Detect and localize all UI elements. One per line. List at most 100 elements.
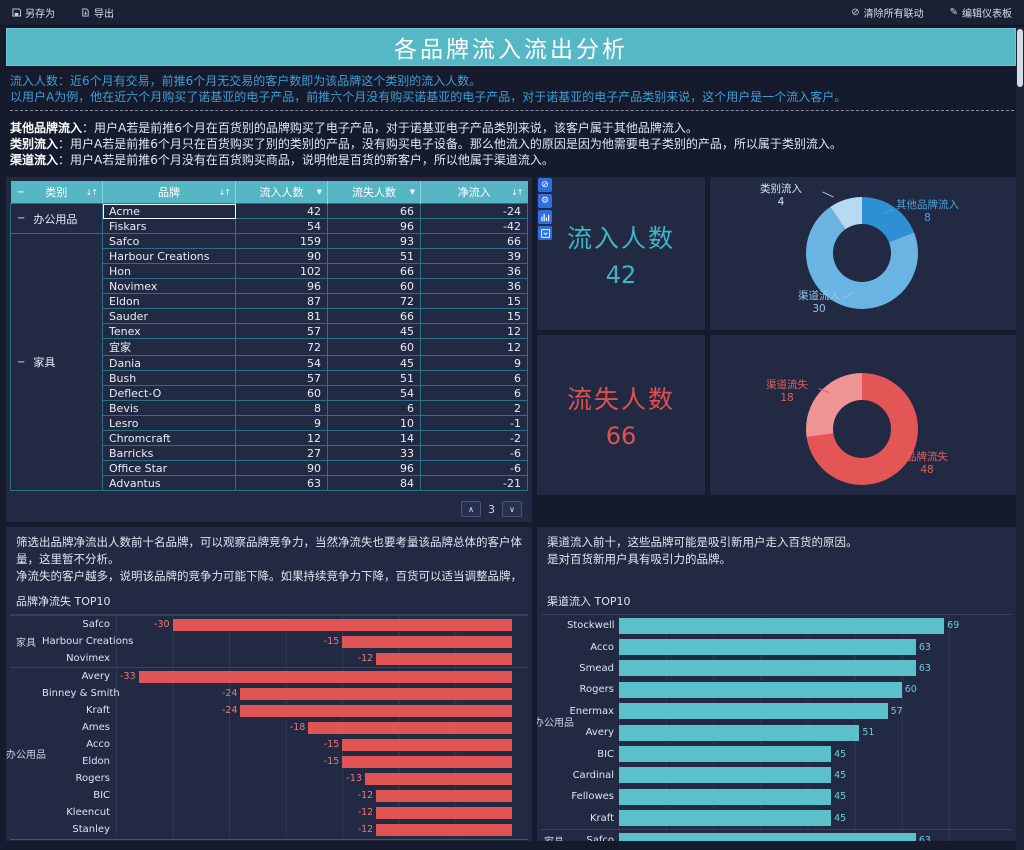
brand-cell[interactable]: Tenex bbox=[102, 323, 236, 339]
brand-cell[interactable]: Harbour Creations bbox=[102, 248, 236, 264]
edit-dashboard-button[interactable]: ✎ 编辑仪表板 bbox=[950, 5, 1012, 20]
brand-cell[interactable]: Dania bbox=[102, 355, 236, 371]
brand-cell[interactable]: Deflect-O bbox=[102, 385, 236, 401]
bar[interactable] bbox=[619, 617, 945, 634]
value-cell[interactable]: -24 bbox=[420, 203, 528, 219]
value-cell[interactable]: 45 bbox=[327, 323, 421, 339]
value-cell[interactable]: 51 bbox=[327, 248, 421, 264]
value-cell[interactable]: -2 bbox=[420, 430, 528, 446]
bar[interactable] bbox=[172, 618, 512, 631]
value-cell[interactable]: 8 bbox=[235, 400, 328, 416]
bar[interactable] bbox=[342, 738, 512, 751]
brand-cell[interactable]: Acme bbox=[102, 203, 236, 219]
bar[interactable] bbox=[376, 823, 512, 836]
brand-cell[interactable]: Barricks bbox=[102, 445, 236, 461]
brand-cell[interactable]: Lesro bbox=[102, 415, 236, 431]
value-cell[interactable]: 12 bbox=[420, 338, 528, 356]
value-cell[interactable]: -6 bbox=[420, 445, 528, 461]
value-cell[interactable]: 27 bbox=[235, 445, 328, 461]
value-cell[interactable]: 9 bbox=[235, 415, 328, 431]
collapse-all-icon[interactable]: − bbox=[16, 186, 25, 198]
value-cell[interactable]: -6 bbox=[420, 460, 528, 476]
sort-icon[interactable]: ↓↑ bbox=[85, 187, 98, 197]
value-cell[interactable]: 84 bbox=[327, 475, 421, 491]
value-cell[interactable]: 90 bbox=[235, 248, 328, 264]
bar[interactable] bbox=[619, 724, 860, 741]
brand-cell[interactable]: Fiskars bbox=[102, 218, 236, 234]
value-cell[interactable]: -21 bbox=[420, 475, 528, 491]
value-cell[interactable]: 63 bbox=[235, 475, 328, 491]
category-cell[interactable]: − 家具 bbox=[10, 233, 103, 491]
chart-type-button[interactable] bbox=[538, 210, 552, 224]
brand-cell[interactable]: Eldon bbox=[102, 293, 236, 309]
value-cell[interactable]: 57 bbox=[235, 323, 328, 339]
value-cell[interactable]: 96 bbox=[327, 460, 421, 476]
sort-icon[interactable]: ↓↑ bbox=[511, 187, 523, 197]
brand-cell[interactable]: Bush bbox=[102, 370, 236, 386]
bar[interactable] bbox=[619, 660, 916, 677]
bar[interactable] bbox=[619, 681, 902, 698]
export-button[interactable]: 导出 bbox=[81, 5, 114, 20]
value-cell[interactable]: 12 bbox=[235, 430, 328, 446]
value-cell[interactable]: 39 bbox=[420, 248, 528, 264]
value-cell[interactable]: 54 bbox=[235, 218, 328, 234]
brand-cell[interactable]: Novimex bbox=[102, 278, 236, 294]
brand-cell[interactable]: Office Star bbox=[102, 460, 236, 476]
value-cell[interactable]: 66 bbox=[327, 308, 421, 324]
column-header[interactable]: 品牌 ↓↑ bbox=[102, 181, 236, 204]
value-cell[interactable]: 36 bbox=[420, 278, 528, 294]
value-cell[interactable]: 51 bbox=[327, 370, 421, 386]
value-cell[interactable]: -42 bbox=[420, 218, 528, 234]
filter-icon[interactable]: ▼ bbox=[316, 188, 322, 196]
value-cell[interactable]: 45 bbox=[327, 355, 421, 371]
bar[interactable] bbox=[342, 635, 512, 648]
value-cell[interactable]: 66 bbox=[420, 233, 528, 249]
value-cell[interactable]: 66 bbox=[327, 203, 421, 219]
brand-cell[interactable]: Sauder bbox=[102, 308, 236, 324]
brand-cell[interactable]: Advantus bbox=[102, 475, 236, 491]
bar[interactable] bbox=[619, 788, 832, 805]
brand-cell[interactable]: Chromcraft bbox=[102, 430, 236, 446]
inflow-donut-chart[interactable] bbox=[806, 197, 918, 309]
value-cell[interactable]: 15 bbox=[420, 308, 528, 324]
value-cell[interactable]: 6 bbox=[327, 400, 421, 416]
bar[interactable] bbox=[376, 806, 512, 819]
value-cell[interactable]: 96 bbox=[235, 278, 328, 294]
value-cell[interactable]: 9 bbox=[420, 355, 528, 371]
value-cell[interactable]: 57 bbox=[235, 370, 328, 386]
column-header[interactable]: − 类别 ↓↑ bbox=[10, 181, 103, 204]
outflow-donut-chart[interactable] bbox=[806, 373, 918, 485]
bar[interactable] bbox=[619, 832, 916, 841]
value-cell[interactable]: 66 bbox=[327, 263, 421, 279]
value-cell[interactable]: -1 bbox=[420, 415, 528, 431]
bar[interactable] bbox=[308, 721, 512, 734]
bar[interactable] bbox=[619, 810, 832, 827]
value-cell[interactable]: 12 bbox=[420, 323, 528, 339]
value-cell[interactable]: 15 bbox=[420, 293, 528, 309]
value-cell[interactable]: 33 bbox=[327, 445, 421, 461]
category-cell[interactable]: − 办公用品 bbox=[10, 203, 103, 234]
value-cell[interactable]: 93 bbox=[327, 233, 421, 249]
bar[interactable] bbox=[619, 767, 832, 784]
brand-cell[interactable]: Hon bbox=[102, 263, 236, 279]
bar[interactable] bbox=[342, 755, 512, 768]
filter-icon[interactable]: ▼ bbox=[409, 188, 415, 196]
value-cell[interactable]: 60 bbox=[327, 338, 421, 356]
value-cell[interactable]: 36 bbox=[420, 263, 528, 279]
collapse-group-icon[interactable]: − bbox=[17, 213, 26, 224]
value-cell[interactable]: 96 bbox=[327, 218, 421, 234]
value-cell[interactable]: 72 bbox=[327, 293, 421, 309]
value-cell[interactable]: 159 bbox=[235, 233, 328, 249]
value-cell[interactable]: 81 bbox=[235, 308, 328, 324]
page-scrollbar[interactable] bbox=[1016, 27, 1024, 850]
bar[interactable] bbox=[619, 703, 888, 720]
page-up-button[interactable]: ∧ bbox=[461, 501, 481, 517]
bar[interactable] bbox=[240, 704, 512, 717]
save-as-button[interactable]: 另存为 bbox=[12, 5, 55, 20]
page-down-button[interactable]: ∨ bbox=[502, 501, 522, 517]
collapse-group-icon[interactable]: − bbox=[17, 356, 26, 368]
column-header[interactable]: 净流入 ↓↑ bbox=[420, 181, 528, 204]
value-cell[interactable]: 42 bbox=[235, 203, 328, 219]
bar[interactable] bbox=[376, 652, 512, 665]
value-cell[interactable]: 10 bbox=[327, 415, 421, 431]
